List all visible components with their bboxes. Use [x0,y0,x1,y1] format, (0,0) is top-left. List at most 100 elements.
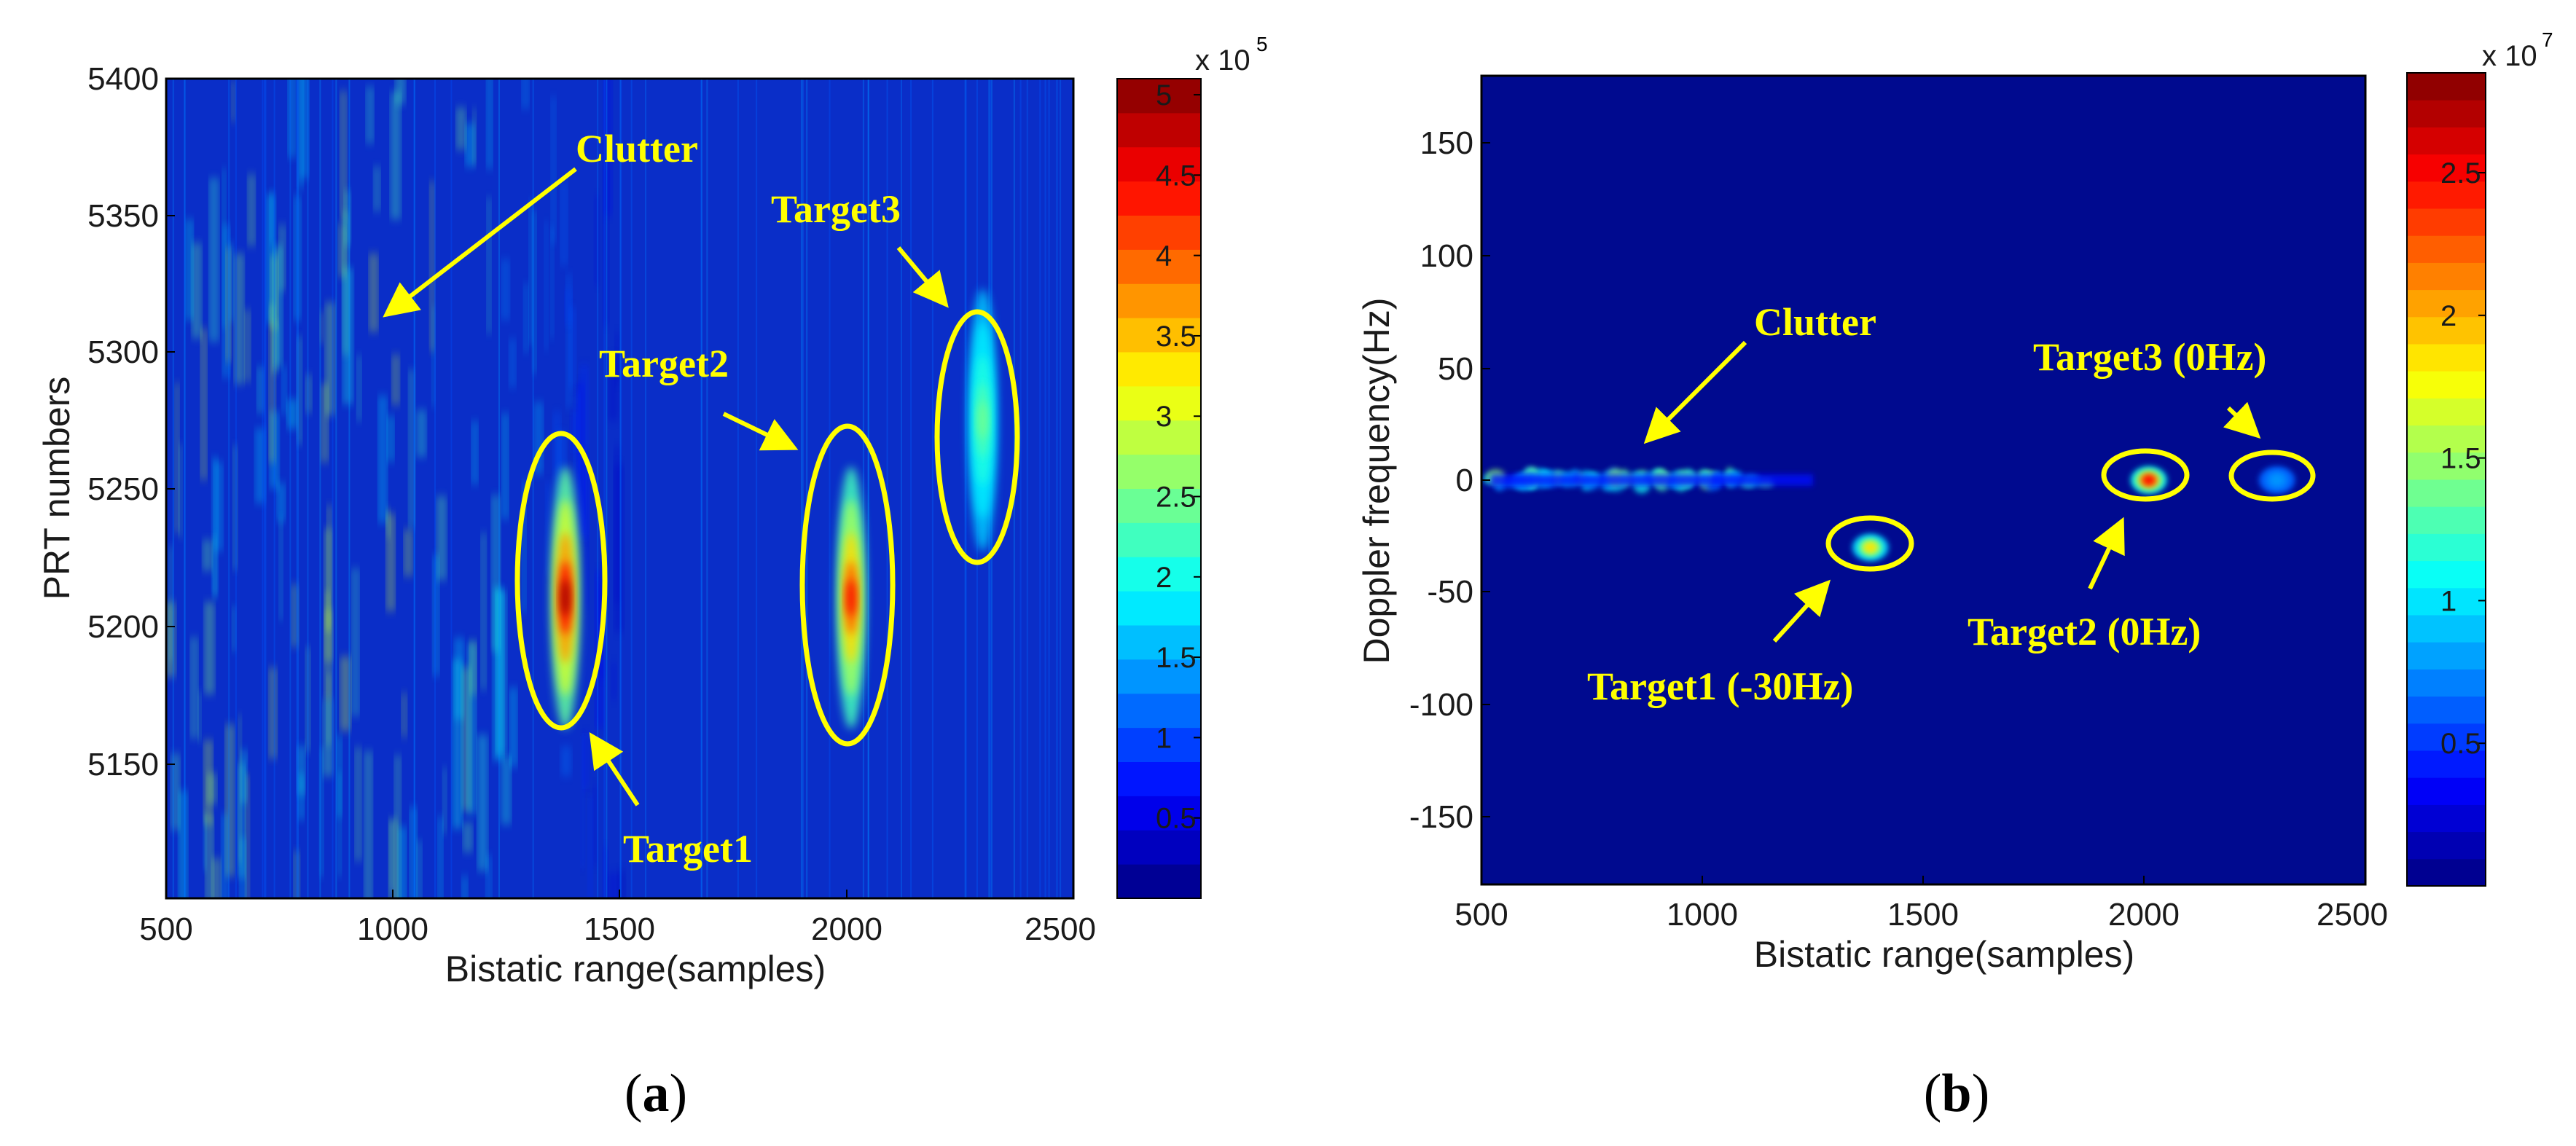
range-line [413,79,415,898]
range-line [434,79,436,898]
colorbar-a-swatch [1117,79,1201,114]
colorbar-b-gradient [2407,73,2486,887]
clutter-streak [344,267,351,405]
range-line [273,79,275,898]
range-line [700,79,702,898]
clutter-streak [278,483,284,522]
range-line [1044,79,1046,898]
range-line [910,79,912,898]
colorbar-a-tick-label: 0.5 [1156,803,1197,835]
clutter-streak [467,123,474,167]
colorbar-b-swatch [2407,560,2486,589]
range-line [964,79,966,898]
clutter-streak [306,374,311,413]
clutter-streak [292,584,297,648]
clutter-streak [306,646,310,753]
x-axis-label-b: Bistatic range(samples) [1754,934,2134,975]
clutter-streak [246,774,249,898]
colorbar-b-swatch [2407,73,2486,101]
clutter-streak [203,814,206,871]
clutter-streak [224,224,229,378]
colorbar-b-swatch [2407,208,2486,236]
clutter-streak [236,253,243,385]
y-tick-label: 0 [1456,463,1473,498]
clutter-streak [552,96,555,243]
colorbar-a-tick-label: 3 [1156,401,1172,433]
clutter-streak [341,90,345,221]
target2-ellipse-b [2101,448,2190,502]
y-tick-label: 5400 [87,61,159,97]
clutter-streak [238,715,241,863]
colorbar-b-swatch [2407,127,2486,155]
x-tick-label: 2000 [2108,897,2180,933]
clutter-streak [503,756,509,825]
x-tick-label: 2500 [2317,897,2388,933]
colorbar-b-tick-label: 2.5 [2440,157,2481,189]
x-axis-a: 500 1000 1500 2000 2500 Bistatic range(s… [139,890,1096,989]
y-tick-label: -50 [1427,574,1473,610]
colorbar-b-swatch [2407,696,2486,724]
annotation-clutter-b: Clutter [1754,300,1876,344]
y-axis-label-b: Doppler frequency(Hz) [1356,298,1397,664]
colorbar-b-swatch [2407,425,2486,453]
range-line [332,79,334,898]
clutter-streak [167,602,174,678]
y-tick-label: 150 [1420,125,1473,161]
colorbar-a-tick-label: 1.5 [1156,642,1197,674]
range-line [867,79,869,898]
clutter-streak [367,86,372,144]
clutter-streak [337,735,341,817]
range-line [1019,79,1022,898]
annotation-target2-b: Target2 (0Hz) [1968,610,2201,654]
clutter-streak [229,242,233,323]
clutter-streak [463,876,467,898]
clutter-streak [342,656,349,731]
clutter-streak [432,306,435,407]
colorbar-a-swatch [1117,420,1201,455]
clutter-streak [345,190,350,246]
y-tick-label: -150 [1409,799,1473,835]
clutter-streak [298,79,302,189]
target1-ellipse-a [514,431,608,731]
colorbar-b-tick-label: 2 [2440,300,2456,332]
colorbar-b-swatch [2407,479,2486,507]
clutter-streak [267,194,274,324]
clutter-streak [594,785,597,866]
y-tick-label: -100 [1409,687,1473,723]
clutter-streak [394,354,399,405]
annotation-clutter-a: Clutter [576,127,698,170]
zero-doppler-band [1490,474,1813,486]
clutter-streak [473,109,476,165]
range-line [931,79,933,898]
clutter-streak [214,858,219,898]
range-line [645,79,647,898]
target2-ellipse-a [799,423,896,747]
clutter-streak [584,732,588,789]
clutter-streak [397,79,404,105]
colorbar-b-swatch [2407,452,2486,480]
clutter-streak [222,813,227,898]
colorbar-b-exponent-base: x 10 [2482,40,2537,72]
clutter-streak [179,444,182,538]
colorbar-b-swatch [2407,858,2486,887]
clutter-streak [340,223,345,278]
colorbar-a-swatch [1117,146,1201,182]
clutter-streak [258,366,263,414]
colorbar-b-ticks: 0.5 1 1.5 2 2.5 [2440,157,2486,760]
clutter-streak [616,464,622,632]
colorbar-a-swatch [1117,864,1201,899]
range-line [1048,79,1050,898]
colorbar-a-swatch [1117,761,1201,796]
range-line [630,79,633,898]
clutter-streak [299,774,303,820]
colorbar-b-swatch [2407,235,2486,263]
colorbar-a-swatch [1117,591,1201,626]
clutter-streak [289,399,296,429]
range-line [900,79,902,898]
colorbar-b-exponent: 7 [2542,28,2553,51]
colorbar-b-swatch [2407,181,2486,209]
clutter-streak [438,816,442,898]
clutter-streak [205,740,211,825]
clutter-streak [588,795,592,898]
